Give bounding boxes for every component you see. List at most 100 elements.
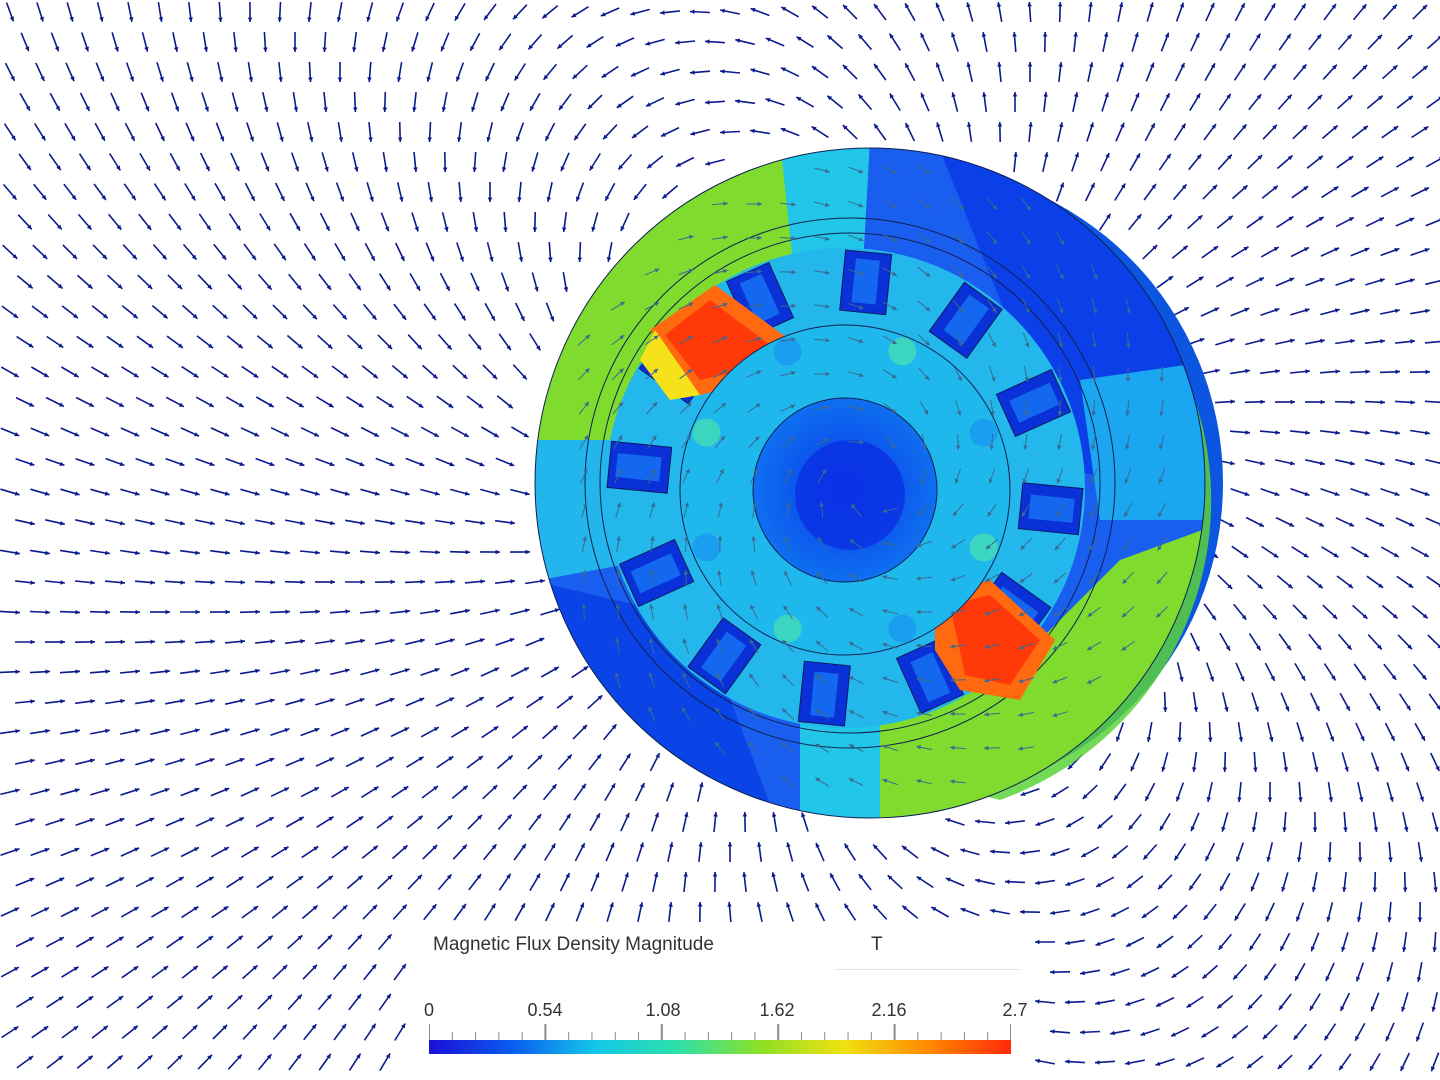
field-arrow-head [1431,1006,1436,1012]
field-arrow-head [1309,1005,1314,1011]
field-arrow-head [1242,185,1248,190]
field-arrow-head [859,440,864,445]
field-arrow-head [390,520,395,526]
field-arrow-head [358,816,364,821]
field-arrow-head [686,402,692,408]
field-arrow-head [522,374,527,380]
field-arrow-head [966,2,971,8]
field-arrow-head [1220,885,1225,891]
field-arrow-head [222,1025,228,1030]
field-arrow-head [387,344,393,350]
field-arrow-head [105,550,110,556]
field-arrow-head [827,35,833,41]
field-arrow-head [652,402,658,407]
field-arrow-head [791,303,796,309]
field-arrow-head [540,578,545,584]
field-arrow-head [874,63,879,69]
field-arrow-head [1364,308,1370,313]
field-arrow-head [165,609,170,615]
field-arrow-head [220,195,225,201]
field-arrow-head [1023,411,1029,416]
field-arrow-head [842,64,848,70]
field-arrow-head [1199,338,1205,343]
field-arrow-head [615,570,621,575]
field-arrow-head [749,639,755,645]
field-arrow-head [1089,545,1094,551]
field-arrow-head [1218,944,1224,950]
field-arrow-head [891,408,897,413]
field-arrow-head [565,873,570,878]
field-arrow-head [299,757,305,762]
field-arrow-head [9,16,14,22]
field-arrow-head [1124,478,1129,484]
field-arrow-head [669,842,674,848]
field-arrow-head [403,432,409,437]
field-arrow-head [1289,522,1294,527]
yoke-inner-outline-2 [599,232,1101,734]
field-arrow-head [1393,187,1399,192]
field-arrow-head [499,45,504,51]
field-arrow-head [785,536,790,542]
field-arrow-head [420,520,425,526]
field-arrow-head [1088,62,1094,67]
field-arrow-head [337,77,343,82]
field-arrow-head [1018,746,1023,751]
field-arrow-head [509,462,515,467]
field-arrow-head [984,712,989,717]
field-arrow-head [690,131,696,136]
rotor-tooth [969,418,998,447]
field-arrow-head [582,724,587,730]
stator-side-rim-green [960,300,1212,800]
field-arrow-head [309,136,314,142]
field-arrow-head [645,41,651,46]
field-arrow-head [905,3,910,9]
field-arrow-head [1156,1002,1161,1007]
field-arrow-head [345,550,350,555]
field-arrow-head [15,610,20,615]
field-arrow-head [29,521,35,526]
field-arrow-head [1195,32,1200,38]
field-arrow-head [14,848,20,853]
field-arrow-head [554,608,560,613]
field-arrow-head [1325,976,1330,982]
field-arrow-head [238,876,244,881]
field-arrow-head [471,106,476,112]
field-arrow-head [951,544,957,549]
field-arrow-head [1305,369,1310,374]
field-arrow-head [583,468,588,474]
field-arrow-head [402,373,408,379]
field-arrow-head [189,76,194,82]
field-arrow-head [461,315,466,321]
field-arrow-head [1302,614,1307,620]
field-arrow-head [610,842,615,848]
field-arrow-head [223,847,229,852]
field-arrow-head [1310,946,1315,952]
field-arrow-head [486,136,491,142]
legend-tick-4: 2.16 [871,1000,907,1020]
field-arrow-head [1240,676,1245,682]
field-arrow-head [507,814,512,820]
field-arrow-head [1097,823,1103,829]
field-arrow-head [1065,881,1071,886]
field-arrow-head [313,846,319,851]
field-arrow-head [366,16,371,22]
field-arrow-head [1380,339,1385,344]
field-arrow-head [45,728,50,734]
field-arrow-head [1409,278,1415,283]
field-arrow-head [387,875,393,880]
field-arrow-head [1217,1003,1223,1009]
field-arrow-head [984,745,989,751]
field-arrow-head [1146,737,1152,742]
field-arrow-head [723,235,728,240]
field-arrow-head [1230,399,1235,404]
field-arrow-head [699,782,704,788]
field-arrow-head [74,847,80,853]
field-arrow-head [688,268,694,274]
field-arrow-head [1090,183,1095,188]
field-arrow-head [239,817,244,822]
field-arrow-head [858,874,864,879]
field-arrow-head [14,491,20,496]
field-arrow-head [374,491,380,496]
field-arrow-head [1018,645,1024,650]
field-arrow-head [524,608,530,613]
